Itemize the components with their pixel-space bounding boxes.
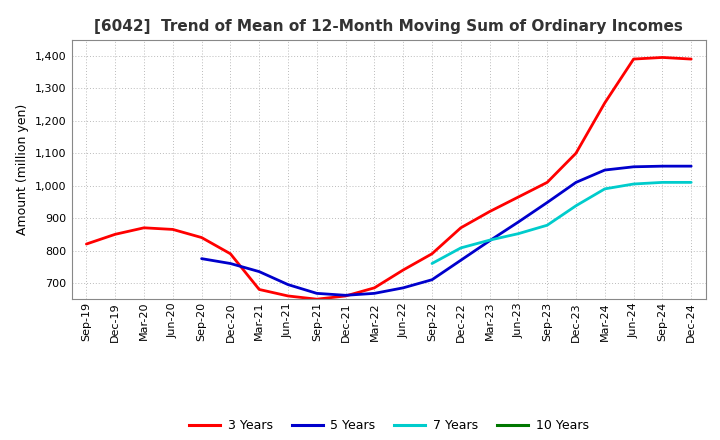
Title: [6042]  Trend of Mean of 12-Month Moving Sum of Ordinary Incomes: [6042] Trend of Mean of 12-Month Moving … [94,19,683,34]
Y-axis label: Amount (million yen): Amount (million yen) [17,104,30,235]
Legend: 3 Years, 5 Years, 7 Years, 10 Years: 3 Years, 5 Years, 7 Years, 10 Years [184,414,593,437]
